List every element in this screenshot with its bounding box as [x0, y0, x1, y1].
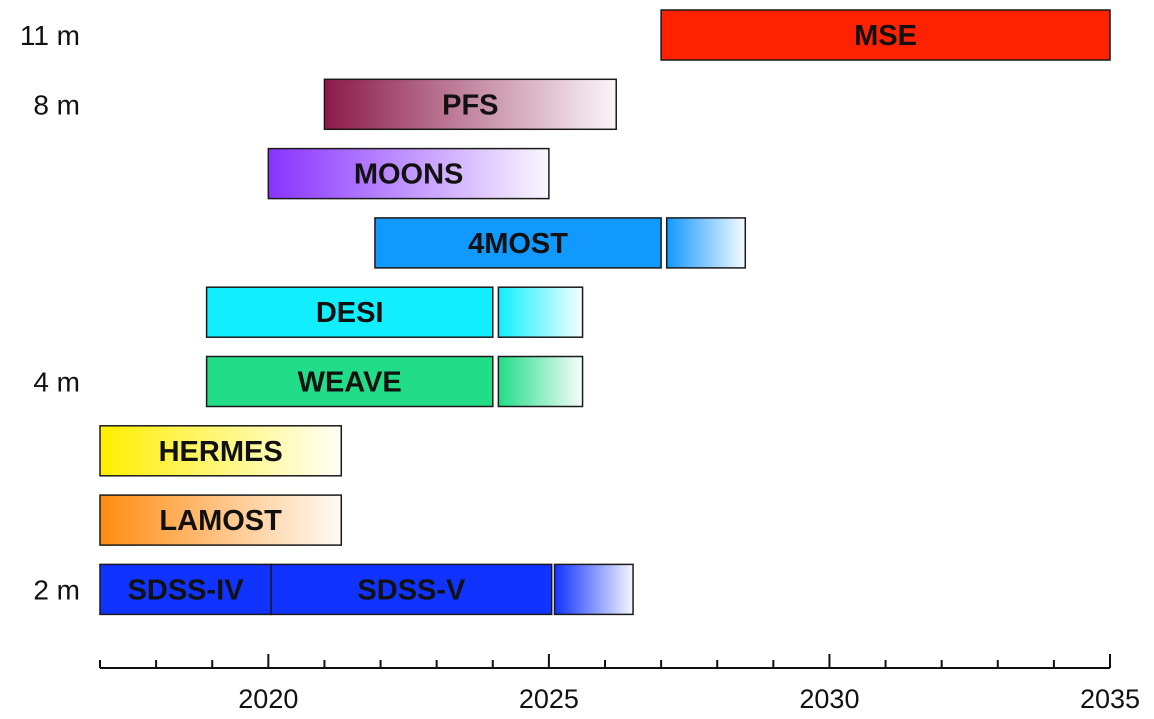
y-label-11m: 11 m [20, 20, 80, 51]
bar-label-moons-0: MOONS [354, 159, 464, 191]
bar-label-sdss-1: SDSS-V [357, 574, 466, 606]
bar-label-lamost-0: LAMOST [159, 505, 282, 537]
bar-label-sdss-0: SDSS-IV [128, 574, 245, 606]
bar-moons-0 [267, 147, 550, 200]
bar-label-mse-0: MSE [854, 20, 917, 52]
x-tick-label-2025: 2025 [519, 684, 579, 714]
bar-weave-1 [497, 355, 584, 408]
bar-label-hermes-0: HERMES [159, 436, 283, 468]
x-axis: 2020 2025 2030 2035 [99, 654, 1140, 714]
bar-sdss-1 [270, 563, 553, 616]
bar-weave-0 [205, 355, 494, 408]
x-tick-label-2020: 2020 [238, 684, 298, 714]
bar-label-pfs-0: PFS [442, 89, 498, 121]
y-label-2m: 2 m [33, 574, 80, 605]
bar-sdss-2 [553, 563, 634, 616]
bar-label-4most-0: 4MOST [468, 228, 568, 260]
y-label-8m: 8 m [33, 89, 80, 120]
bar-desi-1 [497, 286, 584, 338]
x-tick-label-2030: 2030 [799, 684, 859, 714]
bar-sdss-0 [99, 563, 272, 616]
bar-4most-1 [665, 217, 747, 269]
bar-pfs-0 [323, 78, 617, 131]
y-label-4m: 4 m [33, 367, 80, 398]
bar-label-weave-0: WEAVE [298, 367, 402, 399]
bar-lamost-0 [99, 494, 343, 546]
bar-4most-0 [374, 217, 662, 269]
bar-desi-0 [205, 286, 494, 338]
bars: MSE PFS MOONS 4MOST DESI WEAVE HERMES LAMOST SDS… [99, 9, 1111, 616]
x-tick-label-2035: 2035 [1080, 684, 1140, 714]
y-axis-labels: 11 m 8 m 4 m 2 m [20, 20, 80, 605]
bar-label-desi-0: DESI [316, 297, 384, 329]
bar-mse-0 [660, 9, 1111, 61]
bar-hermes-0 [99, 425, 343, 477]
